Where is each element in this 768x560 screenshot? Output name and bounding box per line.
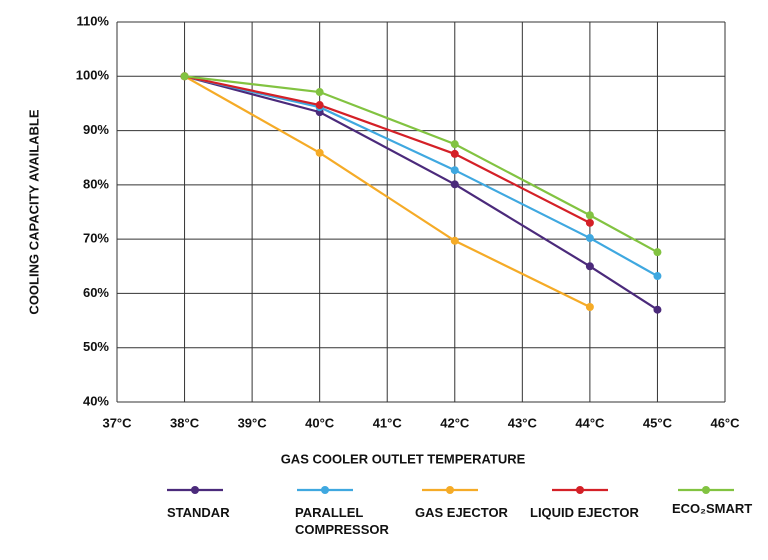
legend-marker	[702, 486, 710, 494]
data-point	[585, 218, 594, 227]
data-point	[653, 248, 662, 257]
x-tick-label: 43°C	[508, 415, 538, 430]
legend-label: GAS EJECTOR	[415, 505, 508, 520]
y-tick-label: 70%	[83, 231, 109, 246]
series-line	[184, 75, 658, 278]
y-tick-label: 40%	[83, 393, 109, 408]
chart: COOLING CAPACITY AVAILABLE GAS COOLER OU…	[26, 13, 740, 466]
y-tick-label: 110%	[76, 13, 109, 28]
data-point	[315, 148, 324, 157]
x-tick-label: 42°C	[440, 415, 470, 430]
y-axis-title: COOLING CAPACITY AVAILABLE	[26, 109, 41, 314]
y-tick-label: 100%	[76, 68, 110, 83]
series-line	[184, 75, 591, 224]
data-point	[585, 234, 594, 243]
x-tick-label: 37°C	[102, 415, 132, 430]
legend-swatch	[422, 486, 478, 494]
data-point	[315, 101, 324, 110]
data-point	[585, 262, 594, 271]
legend-label: LIQUID EJECTOR	[530, 505, 639, 520]
data-point	[450, 140, 459, 149]
data-point	[450, 180, 459, 189]
data-point	[653, 272, 662, 281]
x-tick-label: 39°C	[238, 415, 268, 430]
x-tick-label: 38°C	[170, 415, 200, 430]
x-tick-label: 46°C	[710, 415, 740, 430]
y-tick-label: 80%	[83, 176, 109, 191]
x-tick-label: 40°C	[305, 415, 335, 430]
legend-label: PARALLEL COMPRESSOR	[295, 505, 389, 537]
legend-swatch	[297, 486, 353, 494]
data-point	[450, 149, 459, 158]
series-line	[184, 75, 659, 311]
legend-marker	[576, 486, 584, 494]
data-point	[653, 305, 662, 314]
legend-swatch	[552, 486, 608, 494]
legend-marker	[191, 486, 199, 494]
legend-marker	[446, 486, 454, 494]
data-point	[450, 166, 459, 175]
x-axis-title: GAS COOLER OUTLET TEMPERATURE	[281, 451, 526, 466]
data-point	[315, 88, 324, 97]
legend-swatch	[167, 486, 223, 494]
y-tick-label: 60%	[83, 285, 109, 300]
legend: STANDAR PARALLEL COMPRESSOR GAS EJECTOR LIQ…	[0, 478, 768, 558]
series-line	[184, 75, 591, 308]
x-tick-label: 44°C	[575, 415, 605, 430]
x-tick-label: 45°C	[643, 415, 673, 430]
data-point	[180, 72, 189, 81]
data-point	[585, 211, 594, 220]
legend-swatch	[678, 486, 734, 494]
x-tick-label: 41°C	[373, 415, 403, 430]
y-tick-label: 50%	[83, 339, 109, 354]
y-tick-label: 90%	[83, 122, 109, 137]
legend-marker	[321, 486, 329, 494]
legend-label: STANDAR	[167, 505, 230, 520]
legend-label: ECO₂SMART	[672, 501, 753, 516]
data-point	[585, 303, 594, 311]
data-point	[450, 236, 459, 245]
series-line	[184, 75, 658, 254]
